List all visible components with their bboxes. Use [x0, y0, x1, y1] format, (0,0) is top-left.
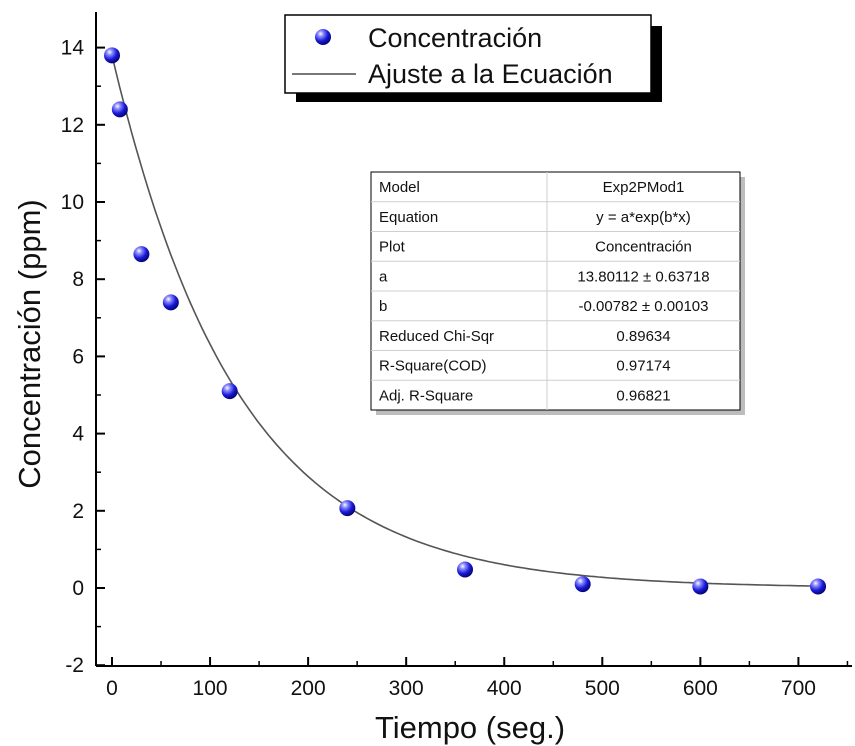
data-point: [574, 576, 591, 593]
y-tick-label: 4: [72, 423, 84, 446]
y-tick-label: 2: [72, 500, 84, 523]
y-tick-label: 0: [72, 577, 84, 600]
y-tick-label: 6: [72, 345, 84, 368]
stats-key: Reduced Chi-Sqr: [379, 328, 494, 345]
y-tick-label: 10: [61, 191, 84, 214]
data-point: [111, 101, 128, 118]
data-point: [810, 578, 827, 595]
stats-key: Plot: [379, 239, 406, 256]
stats-value: Concentración: [595, 239, 692, 256]
legend-label-concentracion: Concentración: [368, 23, 542, 53]
y-ticks: -2 0 2 4 6 8 10 12 14: [61, 37, 105, 677]
data-point: [133, 246, 150, 263]
stats-value: 0.89634: [616, 328, 670, 345]
stats-value: 13.80112 ± 0.63718: [577, 268, 709, 285]
data-point: [457, 561, 474, 578]
x-tick-label: 500: [585, 677, 620, 700]
y-tick-label: 12: [61, 114, 84, 137]
x-tick-label: 200: [291, 677, 326, 700]
fit-stats-table: Model Exp2PMod1 Equation y = a*exp(b*x) Plot…: [370, 171, 745, 415]
legend-label-fit: Ajuste a la Ecuación: [368, 59, 613, 89]
stats-key: a: [379, 268, 388, 285]
stats-value: -0.00782 ± 0.00103: [578, 298, 708, 315]
stats-value: 0.97174: [616, 358, 670, 375]
x-tick-label: 100: [193, 677, 228, 700]
y-tick-label: 14: [61, 37, 85, 60]
legend-marker-concentracion: [315, 29, 331, 45]
stats-value: 0.96821: [616, 387, 670, 404]
stats-key: R-Square(COD): [379, 358, 487, 375]
x-tick-label: 0: [106, 677, 118, 700]
data-point: [221, 383, 238, 400]
x-tick-label: 600: [683, 677, 718, 700]
x-tick-label: 700: [781, 677, 816, 700]
stats-key: Model: [379, 179, 420, 196]
y-tick-label: -2: [65, 654, 84, 677]
stats-value: Exp2PMod1: [603, 179, 685, 196]
x-axis-title: Tiempo (seg.): [375, 710, 565, 745]
data-point: [104, 47, 120, 64]
legend: Concentración Ajuste a la Ecuación: [284, 14, 662, 102]
data-point: [692, 578, 709, 595]
x-ticks: 0 100 200 300 400 500 600 700: [106, 657, 849, 700]
stats-value: y = a*exp(b*x): [596, 209, 691, 226]
legend-box: [284, 14, 652, 94]
x-tick-label: 300: [389, 677, 424, 700]
stats-key: Adj. R-Square: [379, 387, 473, 404]
stats-key: Equation: [379, 209, 438, 226]
y-tick-label: 8: [72, 268, 84, 291]
data-points: [104, 47, 827, 595]
data-point: [339, 500, 356, 517]
x-tick-label: 400: [487, 677, 522, 700]
y-axis-title: Concentración (ppm): [12, 199, 47, 488]
stats-key: b: [379, 298, 387, 315]
data-point: [162, 294, 179, 311]
